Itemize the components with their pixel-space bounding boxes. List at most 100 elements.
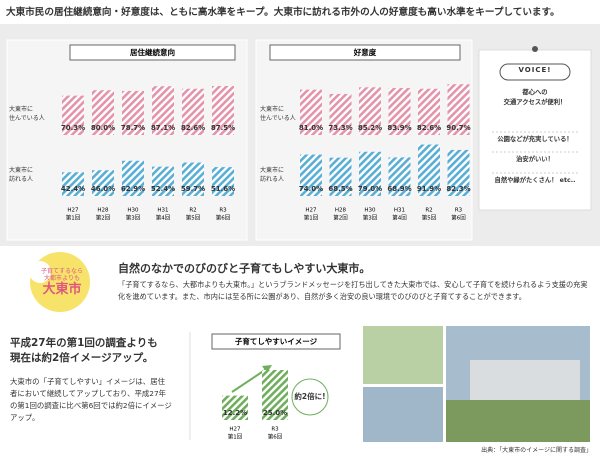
section-body: 「子育てするなら、大都市よりも大東市。」というブランドメッセージを打ち出してきた… <box>118 280 588 301</box>
value-label: 25.0% <box>263 409 287 417</box>
x-tick-label: 第5回 <box>186 214 201 222</box>
value-label: 68.5% <box>328 185 352 193</box>
series-label: 大東市に 住んでいる人 <box>9 106 45 122</box>
x-tick-label: R3 <box>219 208 227 214</box>
panel <box>6 39 248 241</box>
value-label: 80.0% <box>91 124 115 132</box>
value-label: 59.7% <box>181 185 205 193</box>
x-tick-label: H27 <box>305 208 317 214</box>
bar <box>152 86 174 135</box>
voice-title: VOICE! <box>518 66 552 74</box>
value-label: 42.4% <box>61 185 85 193</box>
chart-title: 子育てしやすいイメージ <box>235 336 318 346</box>
value-label: 81.0% <box>299 124 323 132</box>
logo-text: 大都市 <box>44 275 63 282</box>
value-label: 78.7% <box>121 124 145 132</box>
bar <box>418 144 440 196</box>
value-label: 85.2% <box>358 124 382 132</box>
x-tick-label: 第1回 <box>304 214 319 222</box>
x-tick-label: 第5回 <box>422 214 437 222</box>
value-label: 70.3% <box>61 124 85 132</box>
bar <box>212 86 234 135</box>
voice-item: 自然や緑がたくさん！ etc.. <box>494 177 576 184</box>
annotation-circle <box>291 378 329 416</box>
bar <box>300 89 322 135</box>
x-tick-label: 第3回 <box>363 214 378 222</box>
chart-title: 居住継続意向 <box>130 47 175 57</box>
logo: 子育てするなら 大都市よりも 大東市 <box>22 268 102 298</box>
voice-item: 公園などが充実している！ <box>497 136 573 143</box>
summary-heading: 平成27年の第1回の調査よりも 現在は約2倍イメージアップ。 <box>10 337 158 364</box>
arrow-head <box>262 365 272 373</box>
bar <box>62 172 84 196</box>
x-tick-label: H28 <box>97 208 109 214</box>
panel <box>255 39 473 241</box>
x-tick-label: R2 <box>425 208 432 214</box>
value-label: 87.5% <box>211 124 235 132</box>
bar <box>447 84 470 135</box>
pin <box>532 46 538 52</box>
x-tick-label: 第2回 <box>96 214 111 222</box>
logo-face <box>29 261 51 283</box>
logo-text: 大東市 <box>42 282 82 297</box>
x-tick-label: H30 <box>364 208 376 214</box>
value-label: 87.1% <box>151 124 175 132</box>
x-tick-label: H28 <box>335 208 347 214</box>
value-label: 74.0% <box>299 185 323 193</box>
x-tick-label: H31 <box>394 208 405 214</box>
value-label: 46.0% <box>91 185 115 193</box>
voice-item: 都心への 交通アクセスが便利！ <box>503 89 567 106</box>
photo <box>363 326 443 384</box>
series-label: 大東市に 訪れる人 <box>260 167 285 183</box>
chart-title-box <box>269 44 461 61</box>
chart-title-box <box>211 333 341 350</box>
bar <box>359 87 381 135</box>
x-tick-label: H27 <box>67 208 79 214</box>
bar <box>212 167 234 196</box>
annotation: 約2倍に! <box>294 391 325 401</box>
bar <box>122 90 144 135</box>
chart-title-box <box>69 44 236 61</box>
x-tick-label: R2 <box>189 208 196 214</box>
logo-text: するなら <box>59 268 84 275</box>
series-label: 大東市に 住んでいる人 <box>260 106 296 122</box>
bar <box>388 88 411 135</box>
headline: 大東市民の居住継続意向・好意度は、ともに高水準をキープ。大東市に訪れる市外の人の… <box>6 7 560 18</box>
bar <box>92 90 114 135</box>
x-tick-label: R3 <box>271 427 279 433</box>
value-label: 90.7% <box>446 124 470 132</box>
logo-text: よりも <box>62 275 80 282</box>
bar <box>92 170 114 196</box>
x-tick-label: 第4回 <box>392 214 407 222</box>
x-tick-label: 第1回 <box>228 433 243 441</box>
photo-building <box>470 360 580 400</box>
value-label: 82.6% <box>417 124 441 132</box>
bar <box>359 151 381 196</box>
value-label: 51.6% <box>211 185 235 193</box>
bar <box>329 157 352 196</box>
bar <box>152 166 174 196</box>
value-label: 91.9% <box>417 185 441 193</box>
voice-badge <box>499 63 571 81</box>
value-label: 79.0% <box>358 185 382 193</box>
section-heading: 自然のなかでのびのびと子育てもしやすい大東市。 <box>118 262 371 275</box>
value-label: 73.3% <box>328 124 352 132</box>
x-tick-label: 第4回 <box>156 214 171 222</box>
x-tick-label: H27 <box>229 427 241 433</box>
x-tick-label: 第6回 <box>451 214 466 222</box>
source: 出典：「大東市のイメージに関する調査」 <box>481 447 592 454</box>
x-tick-label: 第1回 <box>66 214 81 222</box>
x-tick-label: H30 <box>127 208 139 214</box>
summary-body: 大東市の「子育てしやすい」イメージは、居住者において継続してアップしており、平成… <box>10 377 172 422</box>
photo <box>363 387 443 442</box>
value-label: 82.6% <box>181 124 205 132</box>
value-label: 12.2% <box>223 409 247 417</box>
bar <box>447 149 470 196</box>
x-tick-label: 第2回 <box>333 214 348 222</box>
bar <box>388 157 411 196</box>
bar <box>122 160 144 196</box>
bar <box>182 88 204 135</box>
bar <box>300 154 322 196</box>
